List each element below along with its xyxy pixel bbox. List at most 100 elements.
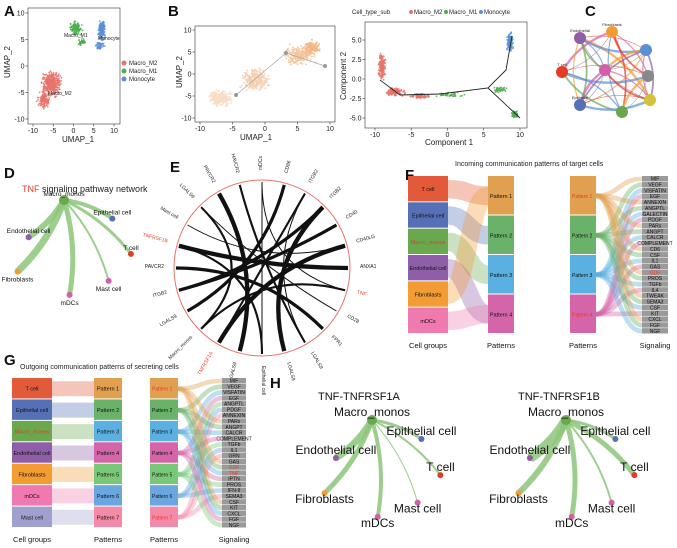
chord-label: CD40 [345,209,359,221]
signal-block [222,464,246,470]
node-label: Macro_monos [43,191,85,198]
panel-h-left-title: TNF-TNFRSF1A [318,391,401,403]
signal-label: IFN-II [228,488,241,494]
cell-point [289,51,292,54]
signal-block [222,522,246,528]
cell-point [52,78,55,80]
chord-link [200,206,233,330]
cell-point [295,61,297,64]
tick-label: 10 [17,11,25,18]
axis-label: Patterns [94,535,122,544]
alluvial-flow [595,272,643,334]
cell-point [48,94,50,97]
cell-point [312,46,315,49]
cell-point [100,39,103,42]
cell-point [379,72,382,75]
cell-point [51,83,54,86]
chord-label: mDCs [258,156,264,170]
cell-group-label: Endothelial cell [410,266,447,272]
cell-point [507,42,510,44]
cell-point [305,48,308,51]
alluvial-flow [177,401,223,477]
cell-point [250,71,253,74]
node-label: Endothelial cell [7,228,51,235]
cell-point [259,71,262,74]
signal-label: ANGPTL [645,206,665,212]
cell-point [304,44,307,47]
cell-group-block [408,202,448,228]
signal-edge [563,419,578,518]
chord-label: Mast cell [159,206,179,221]
tick-label: -5 [18,90,24,97]
cell-point [42,97,44,100]
signal-block [642,275,668,281]
cell-point [228,95,231,98]
cell-point [49,83,52,85]
signal-block [642,193,668,199]
cell-point [512,47,514,50]
trajectory-line [379,35,513,96]
cell-point [102,34,105,36]
cell-point [380,59,383,62]
cell-point [102,22,105,24]
cell-point [210,92,212,94]
cell-point [244,76,247,79]
cell-node [612,436,619,442]
cell-group-block [408,176,448,202]
signal-label: PDGF [648,218,662,224]
panel-a-label: A [4,3,15,20]
cell-point [74,25,77,28]
cell-point [292,62,295,64]
cell-node [556,66,568,78]
cell-point [49,95,52,97]
node-label: Fibroblasts [295,492,354,506]
signal-label: EGF [229,396,239,402]
cell-point [40,82,43,84]
cell-point [449,94,451,97]
signal-block [642,181,668,188]
signal-label: PARs [228,419,241,425]
panel-b-path [285,52,326,67]
signal-label: COMPLEMENT [216,436,251,442]
cell-point [79,27,82,30]
chord-label: FPR1 [330,334,343,347]
chord-link [238,184,306,344]
panel-e-label: E [170,159,180,176]
cell-point [296,46,299,49]
cell-point [399,92,402,95]
signal-block [222,389,246,395]
cell-group-label: Endothelial cell [14,451,51,457]
pattern-block [488,215,514,254]
cell-point [80,24,83,26]
cell-point [97,42,99,44]
cell-point [259,69,262,72]
cell-point [55,89,58,91]
cell-point [215,89,218,91]
cell-node [608,499,615,506]
cell-node [574,99,586,111]
legend-dot [479,10,483,14]
cell-group-label: Epithelial cell [412,214,444,220]
alluvial-flow [177,407,223,430]
signal-label: PARs [649,223,662,229]
cell-point [266,84,269,87]
pattern-label: Pattern 3 [152,430,173,436]
cell-point [380,54,382,57]
cell-point [70,25,73,28]
axis-label: Cell groups [13,535,51,544]
cell-point [74,32,76,34]
chord-label: PAVCR2 [202,164,217,184]
panel-g-title: Outgoing communication patterns of secre… [20,364,179,371]
cell-node [332,455,339,461]
cell-point [304,54,306,57]
pattern-block [570,215,596,254]
cell-node [14,268,21,275]
tick-label: -10 [14,117,24,124]
legend-label: Monocyte [484,10,511,16]
cell-point [288,50,291,53]
cell-point [439,94,442,97]
cell-group-label: T cell [25,387,38,393]
node-label: Endothelial [570,28,590,33]
alluvial-flow [177,436,223,456]
